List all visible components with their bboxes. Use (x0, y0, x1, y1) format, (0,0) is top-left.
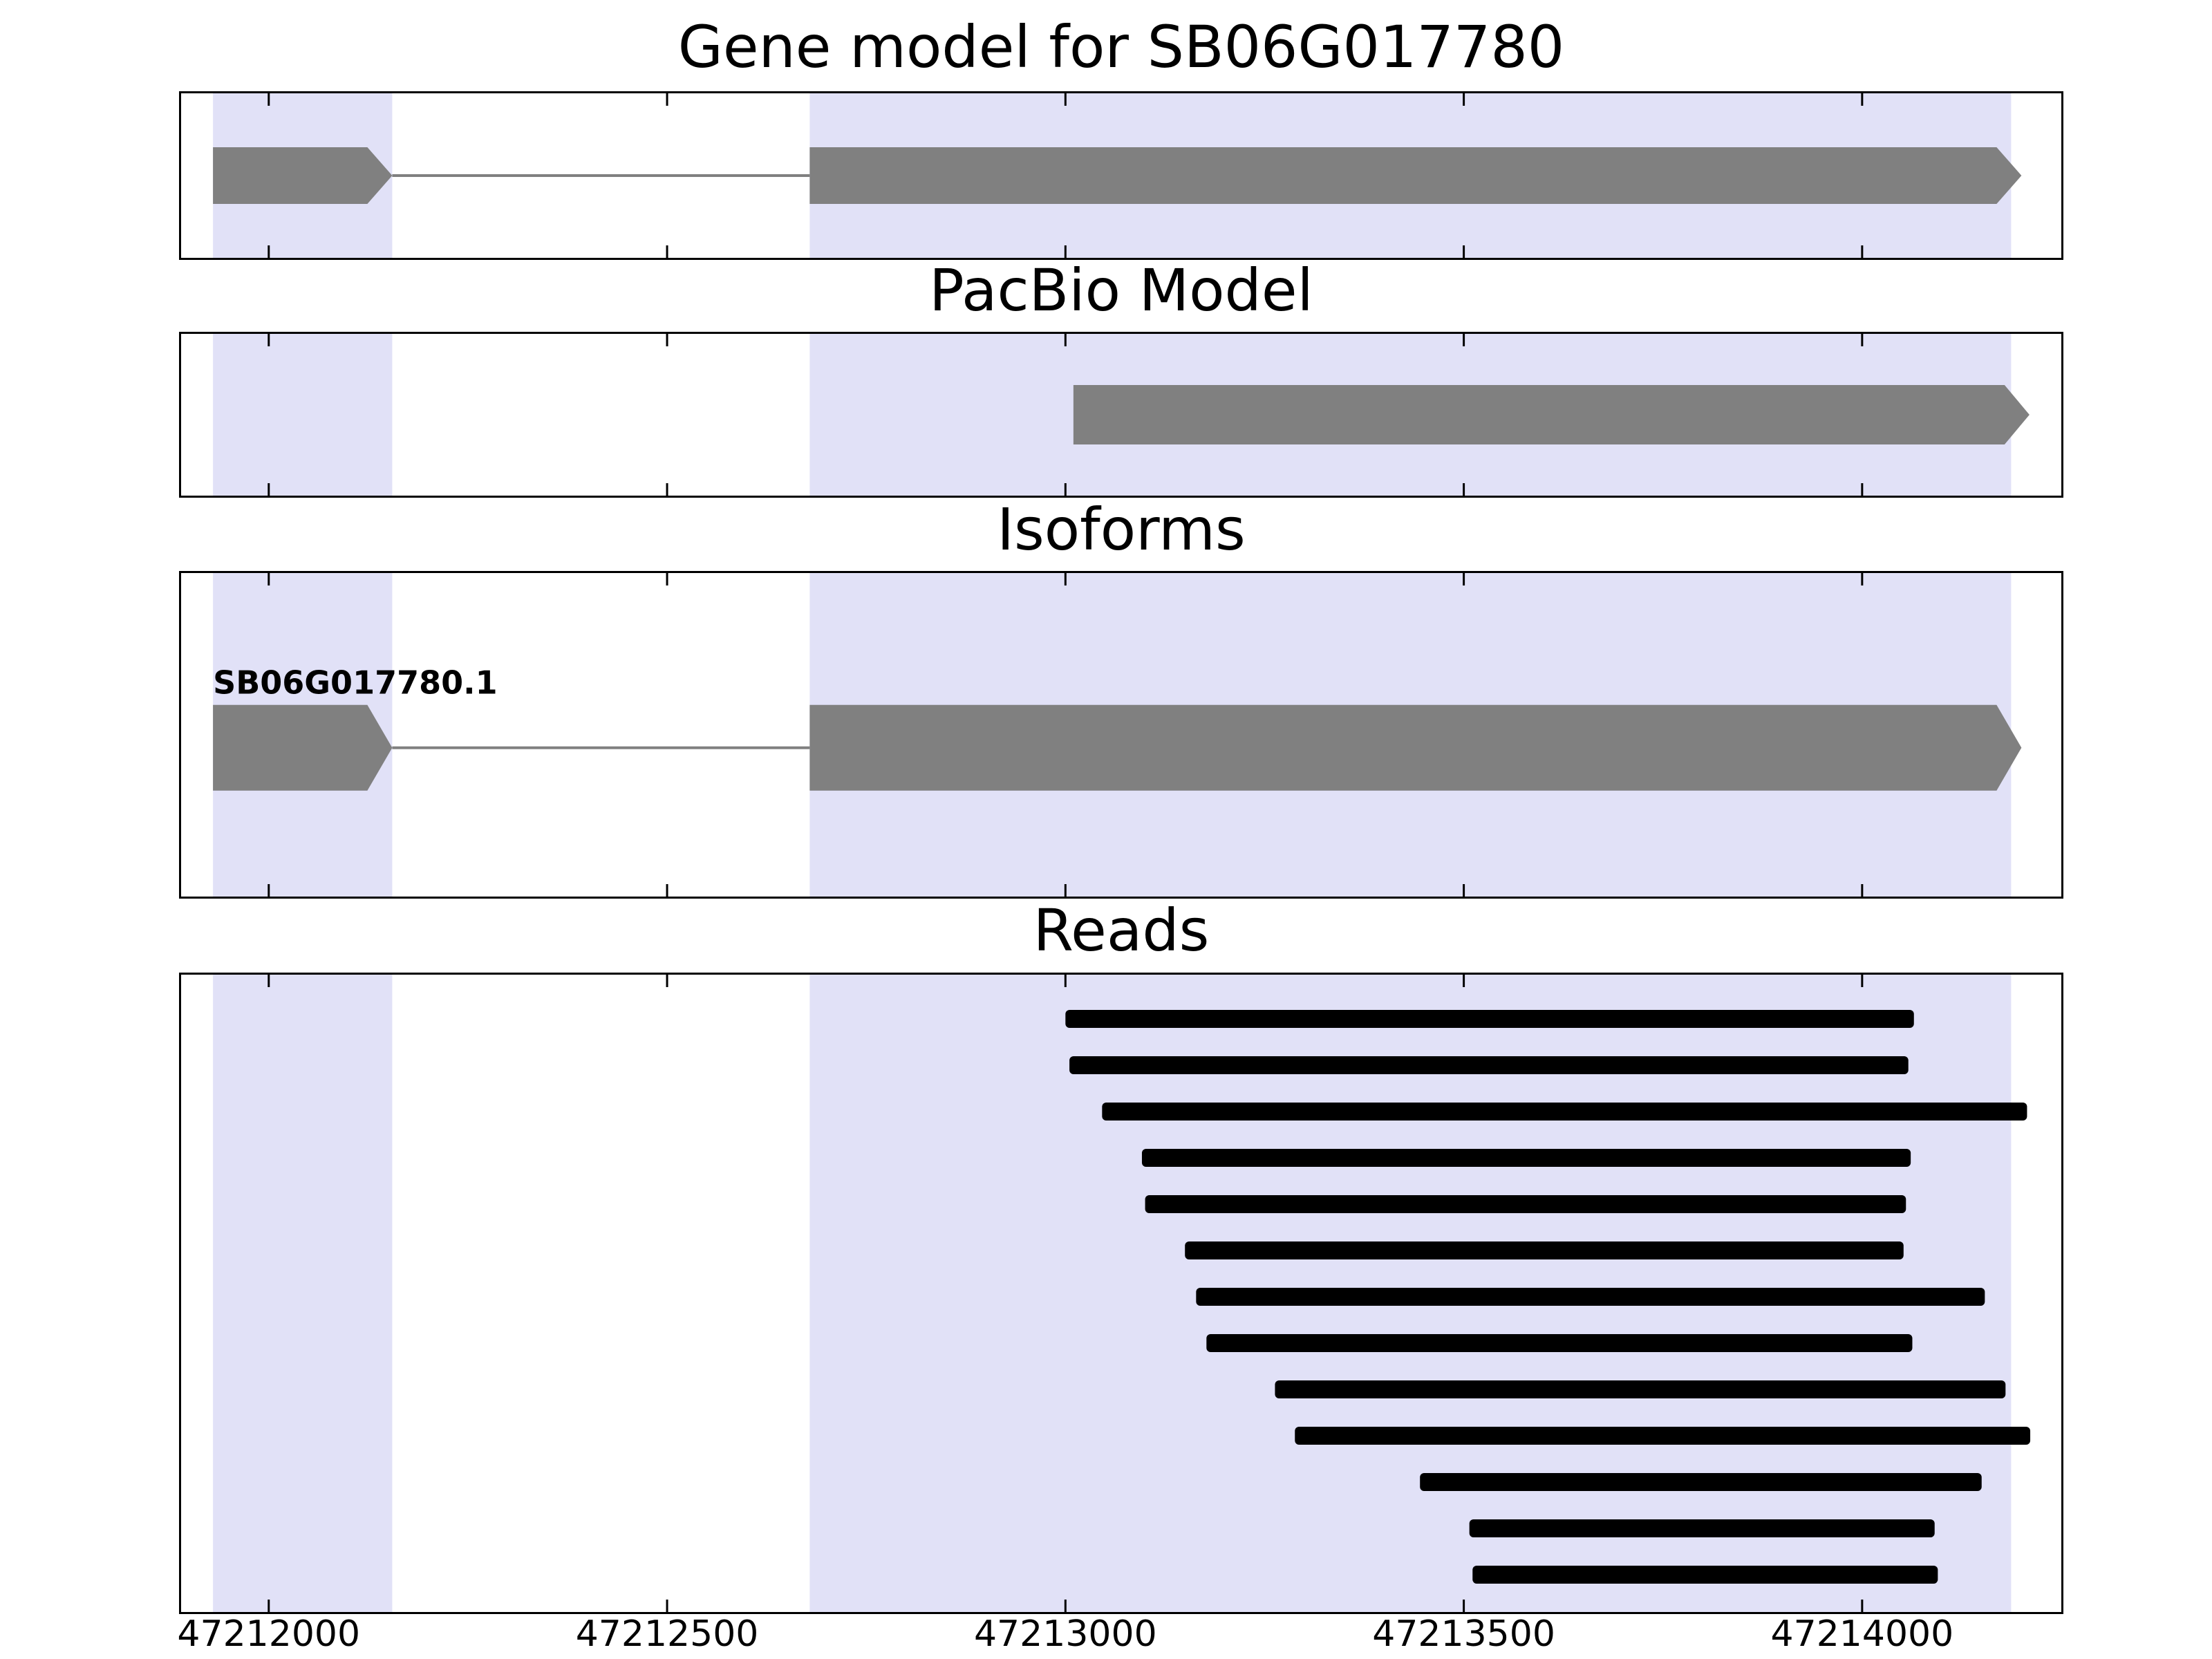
read-bar (1141, 1149, 1911, 1167)
panel-pacbio-model (179, 332, 2063, 498)
x-tick-label: 47214000 (1770, 1613, 1954, 1655)
read-bar (1065, 1010, 1914, 1028)
panel-title-gene-model: Gene model for SB06G017780 (677, 13, 1565, 81)
read-bar (1196, 1288, 1985, 1306)
isoform-label: SB06G017780.1 (213, 664, 497, 702)
panel-isoforms: SB06G017780.1 (179, 571, 2063, 899)
read-bar (1275, 1380, 2006, 1398)
read-bar (1295, 1427, 2031, 1445)
x-tick-label: 47212500 (575, 1613, 759, 1655)
exon-shape (809, 147, 2022, 204)
read-bar (1469, 1519, 1935, 1537)
read-bar (1206, 1334, 1913, 1352)
read-bar (1472, 1566, 1938, 1584)
read-bar (1102, 1103, 2027, 1121)
highlight-band (213, 975, 393, 1612)
read-bar (1420, 1473, 1982, 1491)
read-bar (1145, 1195, 1906, 1213)
exon-shape (809, 704, 2022, 791)
read-bar (1069, 1056, 1909, 1074)
panel-title-isoforms: Isoforms (997, 496, 1246, 563)
panel-canvas (213, 334, 2030, 496)
panel-reads (179, 973, 2063, 1614)
panel-title-pacbio-model: PacBio Model (929, 256, 1313, 324)
exon-shape (1073, 385, 2030, 444)
panel-title-reads: Reads (1033, 897, 1210, 964)
x-tick-label: 47212000 (177, 1613, 361, 1655)
highlight-band (213, 334, 393, 496)
x-tick-label: 47213500 (1372, 1613, 1555, 1655)
read-bar (1185, 1241, 1904, 1259)
panel-canvas (213, 975, 2031, 1612)
x-tick-label: 47213000 (973, 1613, 1157, 1655)
exon-shape (213, 704, 393, 791)
exon-shape (213, 147, 393, 204)
x-axis-tick-labels: 47212000 47212500 47213000 47213500 47214000 (0, 1616, 2212, 1659)
panel-gene-model (179, 91, 2063, 260)
panel-canvas: SB06G017780.1 (213, 573, 2022, 897)
panel-canvas (213, 93, 2022, 258)
